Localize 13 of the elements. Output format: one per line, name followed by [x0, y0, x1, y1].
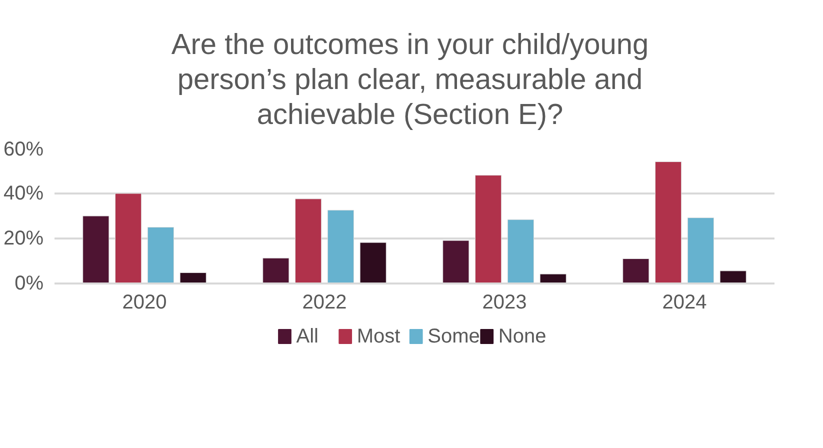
y-tick-label: 60% — [3, 138, 44, 161]
x-tick-label: 2020 — [122, 292, 167, 314]
legend-label: All — [296, 326, 318, 348]
y-tick-label: 0% — [14, 272, 44, 295]
y-tick-label: 20% — [3, 228, 44, 250]
x-tick-label: 2022 — [302, 292, 347, 314]
legend-label: Some — [428, 326, 480, 348]
legend-label: None — [498, 326, 546, 348]
legend-label: Most — [356, 326, 401, 348]
y-tick-label: 40% — [3, 182, 44, 205]
x-tick-label: 2024 — [662, 292, 707, 314]
x-tick-label: 2023 — [482, 292, 527, 314]
chart-title: Are the outcomes in your child/young person’s plan clear, measurable and achievable (Section E)? — [170, 28, 650, 132]
